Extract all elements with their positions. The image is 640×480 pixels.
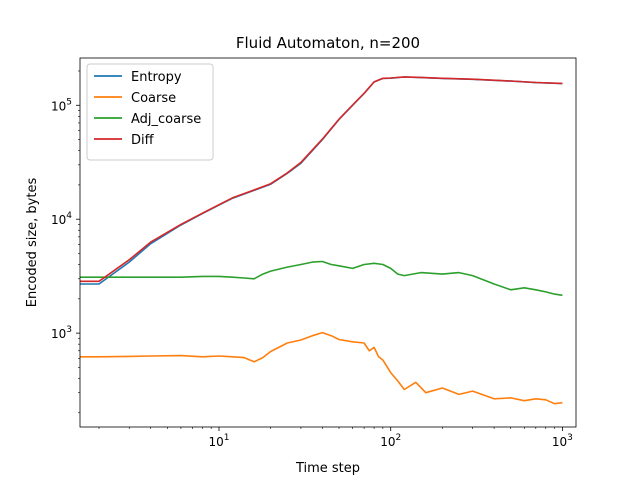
y-axis-title: Encoded size, bytes — [25, 178, 40, 308]
legend-label-coarse: Coarse — [131, 91, 176, 106]
series-line-adj-coarse — [80, 260, 563, 297]
x-axis-title: Time step — [295, 461, 360, 476]
legend-label-diff: Diff — [131, 133, 155, 148]
y-tick-label: 103 — [51, 325, 72, 341]
axes-frame — [79, 57, 577, 428]
chart-title: Fluid Automaton, n=200 — [236, 34, 420, 52]
series-line-diff — [80, 76, 563, 283]
plot-area — [80, 76, 563, 405]
x-tick-label: 102 — [380, 433, 401, 449]
legend-label-adj-coarse: Adj_coarse — [131, 112, 201, 127]
x-tick-label: 101 — [209, 433, 230, 449]
x-axis: 101 102 103 — [98, 427, 573, 449]
legend: Entropy Coarse Adj_coarse Diff — [86, 63, 214, 161]
y-tick-label: 105 — [51, 97, 72, 113]
series-line-coarse — [80, 331, 563, 405]
x-tick-label: 103 — [552, 433, 573, 449]
legend-label-entropy: Entropy — [131, 70, 182, 85]
legend-box — [86, 63, 214, 161]
y-axis: 103 104 105 — [51, 70, 80, 414]
y-tick-label: 104 — [51, 211, 72, 227]
